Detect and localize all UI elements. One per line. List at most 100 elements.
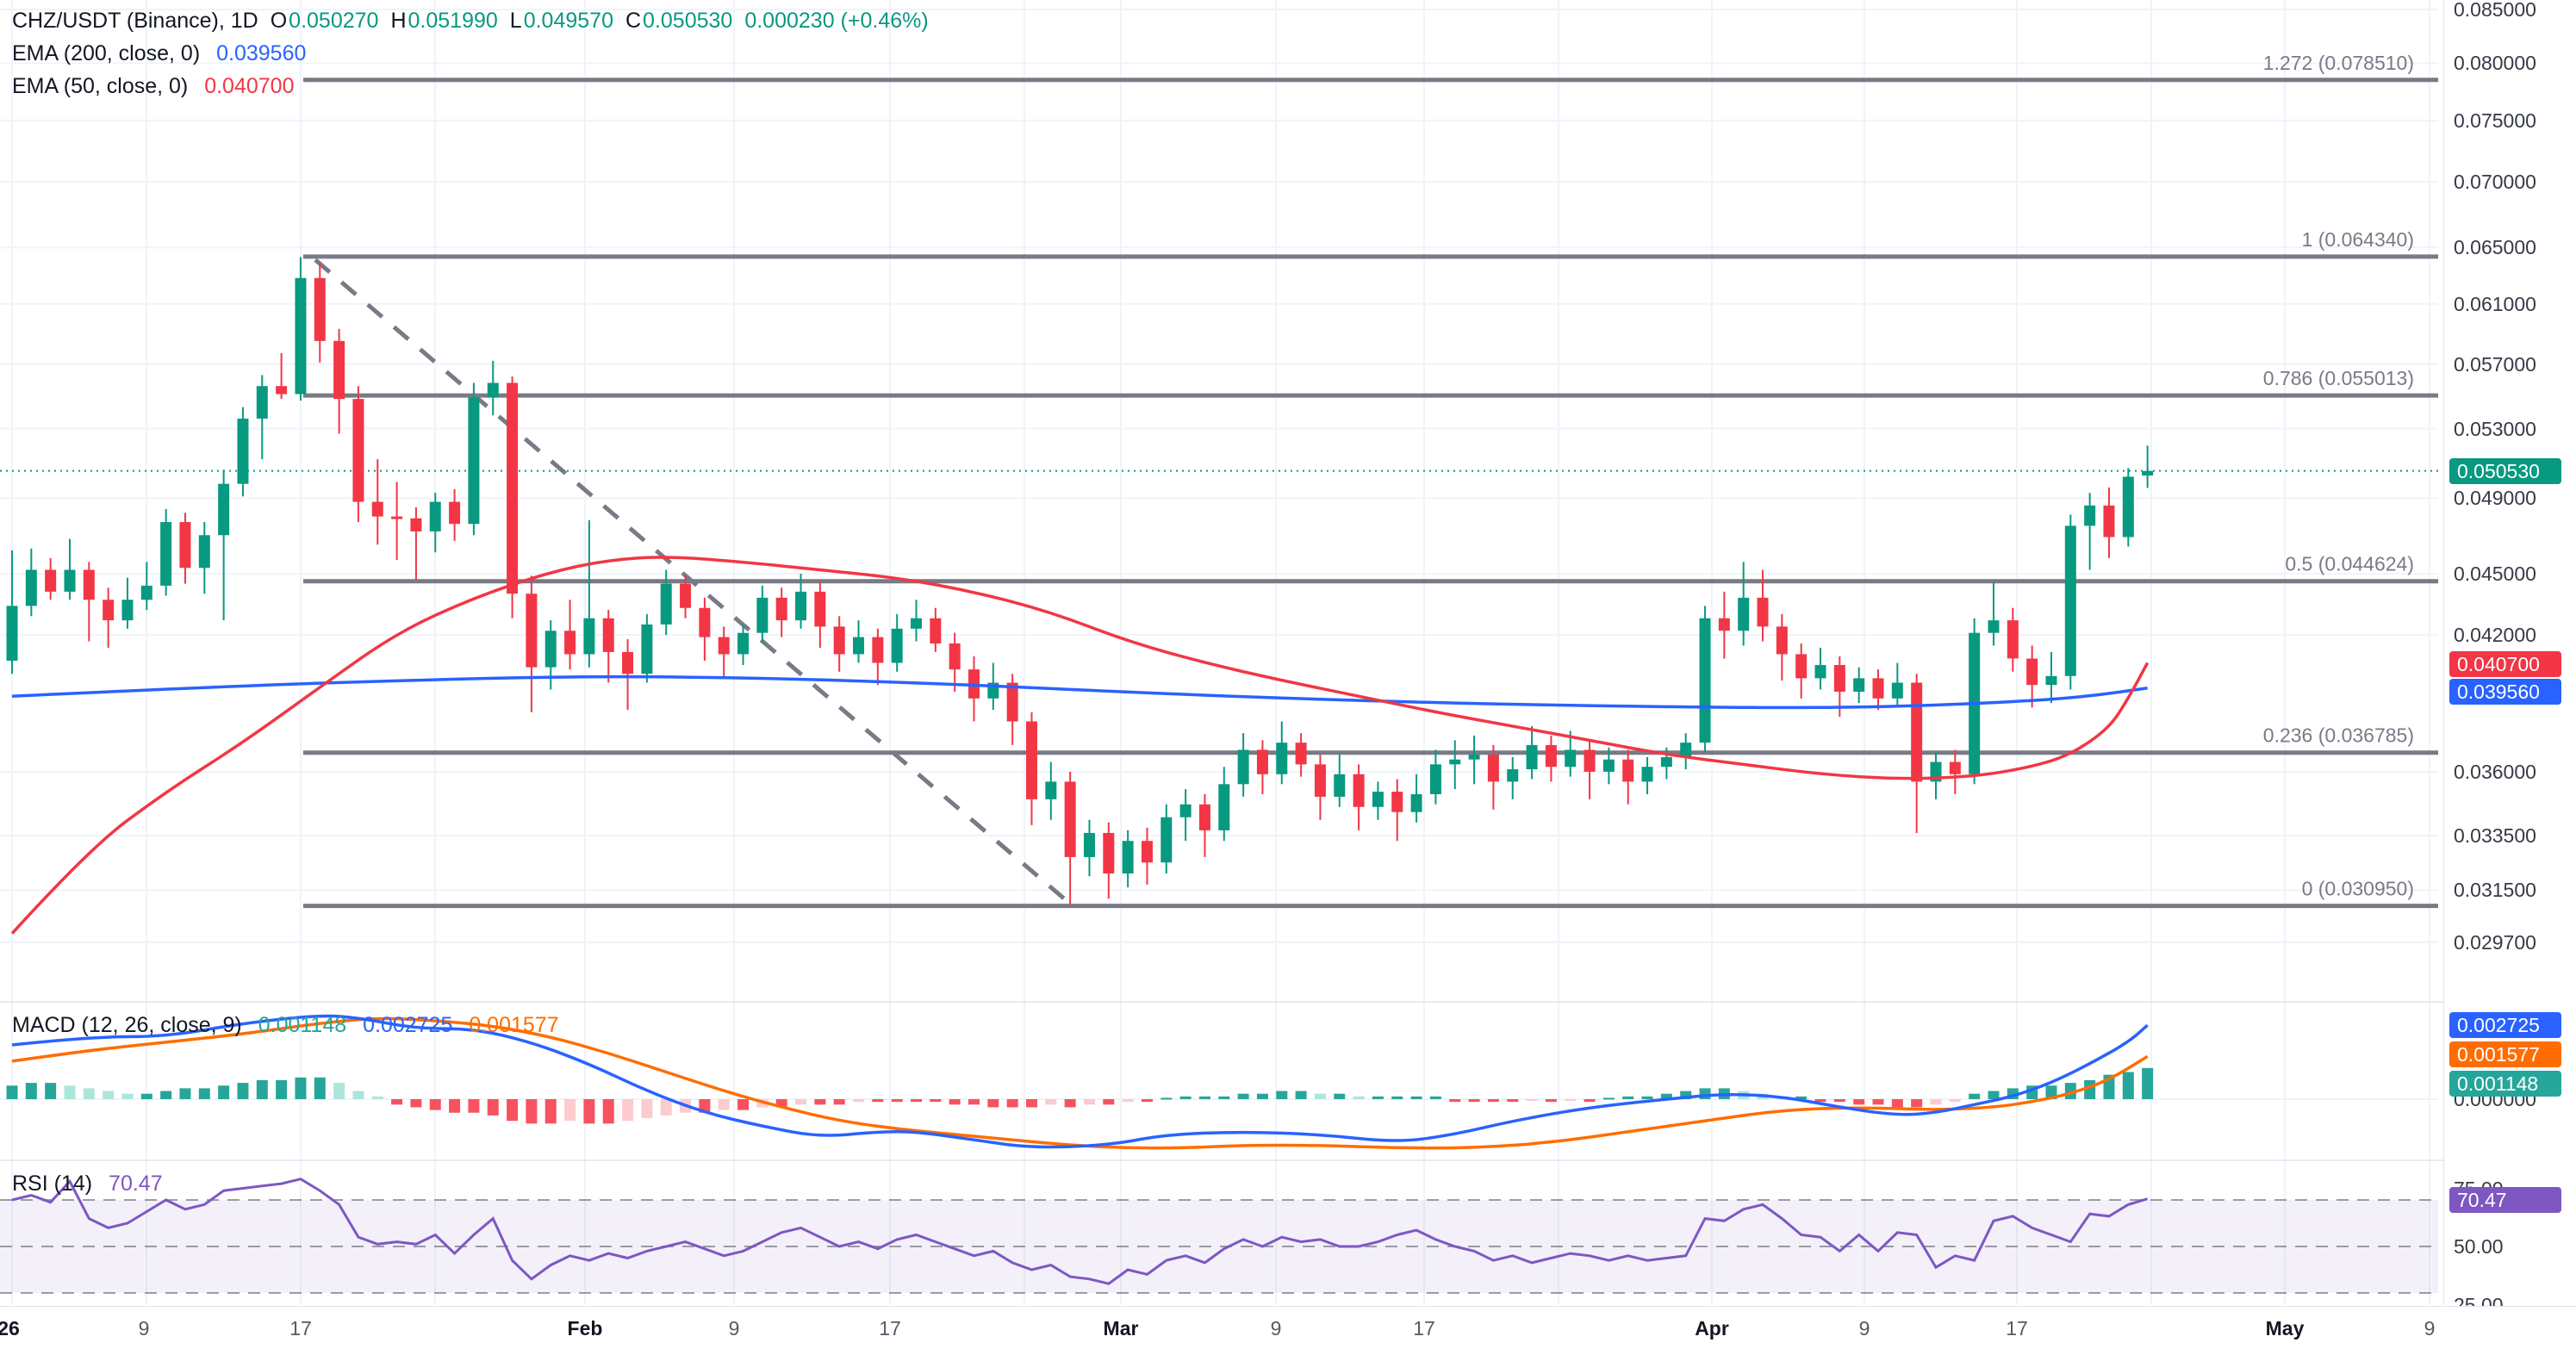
candle xyxy=(660,583,672,625)
macd-histogram-bar xyxy=(410,1099,422,1108)
candle xyxy=(1160,817,1173,863)
candle xyxy=(564,631,576,655)
ema200-legend[interactable]: EMA (200, close, 0) 0.039560 xyxy=(12,41,306,66)
candle xyxy=(64,569,76,592)
symbol-title: CHZ/USDT (Binance), 1D xyxy=(12,9,258,33)
macd-histogram-bar xyxy=(468,1099,480,1113)
macd-histogram-bar xyxy=(641,1099,653,1119)
candle xyxy=(1276,743,1288,774)
fib-level-label: 0 (0.030950) xyxy=(2302,878,2414,900)
candle xyxy=(1602,759,1615,772)
change-value: 0.000230 (+0.46%) xyxy=(744,9,929,33)
macd-histogram-bar xyxy=(83,1088,95,1099)
time-scale-label: 9 xyxy=(1270,1317,1282,1339)
candle xyxy=(1353,774,1365,807)
time-scale[interactable]: 26 9 17 Feb 9 17 Mar 9 17 Apr 9 17 May 9 xyxy=(0,1306,2576,1355)
macd-histogram-bar xyxy=(1814,1099,1826,1103)
candle xyxy=(2007,620,2019,659)
ema50-legend[interactable]: EMA (50, close, 0) 0.040700 xyxy=(12,74,294,99)
macd-histogram-bar xyxy=(352,1091,364,1099)
price-scale[interactable]: 0.085000 0.080000 0.075000 0.070000 0.065000… xyxy=(2443,0,2576,1316)
macd-histogram-bar xyxy=(1507,1099,1519,1103)
candle xyxy=(429,501,441,531)
macd-histogram-bar xyxy=(237,1083,249,1099)
candle xyxy=(1468,755,1480,760)
macd-histogram-bar xyxy=(891,1099,903,1103)
macd-histogram-bar xyxy=(1218,1096,1230,1099)
macd-histogram-bar xyxy=(544,1099,557,1124)
macd-histogram-bar xyxy=(507,1099,519,1122)
macd-histogram-bar xyxy=(1622,1096,1634,1099)
candle xyxy=(1449,759,1461,765)
time-scale-label: 9 xyxy=(2424,1317,2436,1339)
candle xyxy=(1025,721,1037,799)
candle xyxy=(1891,682,1903,699)
macd-histogram-bar xyxy=(1833,1099,1845,1103)
macd-legend[interactable]: MACD (12, 26, close, 9) 0.001148 0.00272… xyxy=(12,1013,559,1038)
candle xyxy=(2103,505,2115,538)
macd-histogram-bar xyxy=(429,1099,441,1110)
candle xyxy=(911,618,923,629)
macd-histogram-bar xyxy=(1969,1093,1981,1099)
candle xyxy=(622,651,634,674)
candle xyxy=(333,340,345,400)
price-scale-label: 0.053000 xyxy=(2454,417,2536,440)
macd-histogram-bar xyxy=(121,1093,134,1099)
candle xyxy=(1660,756,1672,768)
price-scale-label: 0.075000 xyxy=(2454,109,2536,132)
candle xyxy=(218,483,230,536)
candle xyxy=(1295,743,1307,765)
candle xyxy=(121,600,134,621)
macd-histogram-bar xyxy=(6,1085,18,1099)
candle xyxy=(641,624,653,674)
macd-histogram-bar xyxy=(103,1091,115,1099)
candle xyxy=(795,591,807,621)
macd-badge: 0.001148 xyxy=(2449,1071,2561,1097)
macd-histogram-bar xyxy=(853,1099,865,1103)
macd-histogram-bar xyxy=(1372,1096,1384,1099)
candle xyxy=(198,535,210,569)
macd-histogram-bar xyxy=(872,1099,884,1103)
macd-histogram-bar xyxy=(1064,1099,1076,1108)
rsi-legend[interactable]: RSI (14) 70.47 xyxy=(12,1172,163,1197)
symbol-legend[interactable]: CHZ/USDT (Binance), 1D O0.050270 H0.051990… xyxy=(12,9,929,34)
candle xyxy=(853,637,865,655)
macd-histogram-bar xyxy=(1487,1099,1499,1103)
trendline[interactable] xyxy=(314,258,1074,908)
price-scale-label: 0.031500 xyxy=(2454,879,2536,902)
macd-histogram-bar xyxy=(1680,1091,1692,1099)
fib-level-label: 0.5 (0.044624) xyxy=(2285,553,2414,575)
time-scale-label: 9 xyxy=(1858,1317,1870,1339)
candle xyxy=(930,618,942,643)
macd-histogram-bar xyxy=(814,1099,826,1105)
rsi-badge: 70.47 xyxy=(2449,1187,2561,1213)
candle xyxy=(1179,804,1192,817)
time-scale-label: 9 xyxy=(728,1317,740,1339)
ohlc-high-prefix: H xyxy=(390,9,407,33)
candle xyxy=(1314,764,1326,797)
time-scale-label: 17 xyxy=(2006,1317,2028,1339)
candle xyxy=(891,628,903,663)
candle xyxy=(680,583,692,608)
macd-histogram-bar xyxy=(1025,1099,1037,1108)
candle xyxy=(1641,767,1653,782)
candle xyxy=(1795,654,1808,679)
macd-histogram-bar xyxy=(795,1099,807,1105)
macd-histogram-bar xyxy=(1334,1093,1346,1099)
candle xyxy=(1718,618,1730,631)
macd-histogram-bar xyxy=(276,1079,288,1099)
price-scale-label: 0.080000 xyxy=(2454,52,2536,75)
macd-histogram-bar xyxy=(1526,1099,1538,1101)
macd-histogram-bar xyxy=(2122,1072,2134,1099)
candle xyxy=(1872,678,1884,699)
candle xyxy=(775,597,787,621)
candle xyxy=(371,501,383,517)
candle xyxy=(2026,658,2038,686)
macd-histogram-bar xyxy=(949,1099,961,1105)
macd-histogram-bar xyxy=(718,1099,730,1110)
fib-level-label: 1.272 (0.078510) xyxy=(2263,52,2414,74)
price-scale-label: 0.070000 xyxy=(2454,170,2536,193)
macd-histogram-bar xyxy=(583,1099,595,1124)
